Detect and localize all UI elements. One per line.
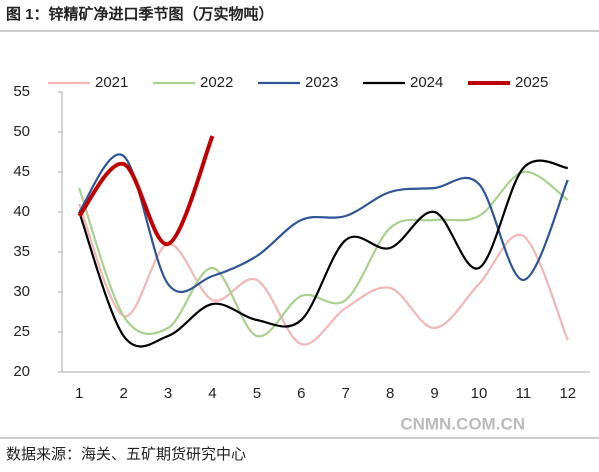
- y-tick-label: 40: [13, 203, 30, 220]
- x-tick-label: 9: [430, 385, 438, 402]
- y-tick-label: 20: [13, 363, 30, 380]
- watermark: CNMN.COM.CN: [400, 414, 525, 433]
- legend-label: 2025: [515, 74, 548, 91]
- series-line: [78, 170, 569, 338]
- legend-label: 2022: [200, 74, 233, 91]
- y-tick-label: 55: [13, 83, 30, 100]
- x-tick-label: 3: [164, 385, 172, 402]
- y-tick-label: 35: [13, 243, 30, 260]
- x-tick-label: 8: [386, 385, 394, 402]
- x-tick-label: 10: [471, 385, 488, 402]
- x-tick-label: 6: [297, 385, 305, 402]
- x-tick-label: 5: [253, 385, 261, 402]
- x-tick-label: 4: [208, 385, 216, 402]
- chart-title: 图 1：锌精矿净进口季节图（万实物吨）: [6, 5, 274, 23]
- source: 数据来源：海关、五矿期货研究中心: [6, 446, 246, 463]
- y-tick-label: 25: [13, 323, 30, 340]
- x-tick-label: 7: [342, 385, 350, 402]
- y-tick-label: 50: [13, 123, 30, 140]
- y-tick-label: 45: [13, 163, 30, 180]
- legend-label: 2023: [305, 74, 338, 91]
- x-tick-label: 11: [516, 385, 532, 402]
- series-line: [78, 153, 569, 293]
- legend-label: 2021: [95, 74, 128, 91]
- series-line: [78, 159, 568, 348]
- x-tick-label: 1: [75, 385, 83, 402]
- y-tick-label: 30: [13, 283, 30, 300]
- series-line: [78, 203, 569, 346]
- series-line: [77, 135, 215, 246]
- legend-label: 2024: [410, 74, 443, 91]
- x-tick-label: 12: [559, 385, 576, 402]
- x-tick-label: 2: [119, 385, 127, 402]
